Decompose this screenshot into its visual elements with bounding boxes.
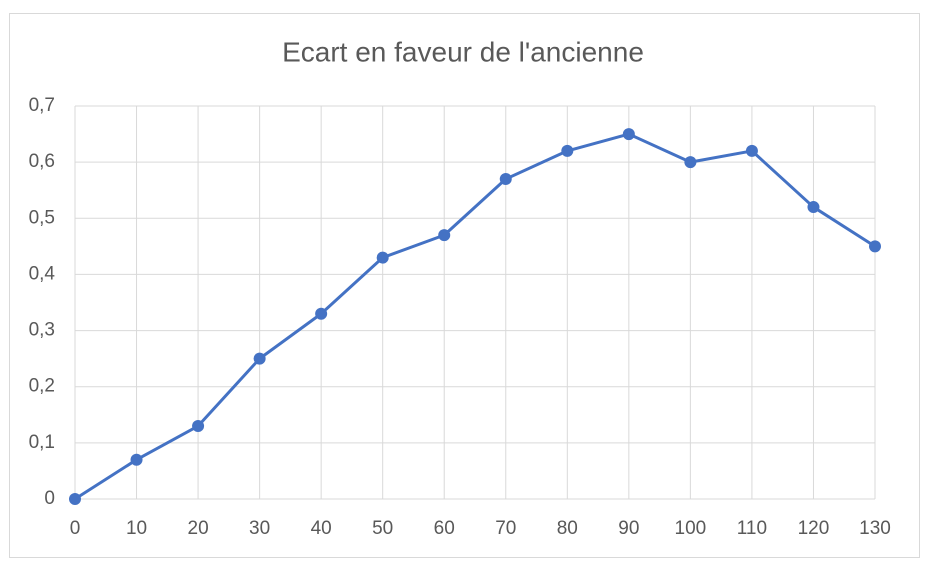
data-point (622, 128, 635, 141)
x-tick-label: 70 (495, 518, 516, 539)
x-tick-label: 10 (126, 518, 147, 539)
y-tick-label: 0,7 (29, 95, 55, 116)
y-tick-label: 0,3 (29, 320, 55, 341)
x-tick-label: 60 (434, 518, 455, 539)
data-point (192, 420, 205, 433)
data-point (745, 144, 758, 157)
y-tick-label: 0,1 (29, 432, 55, 453)
x-tick-label: 100 (675, 518, 707, 539)
data-point (376, 251, 389, 264)
data-point (253, 352, 266, 365)
x-tick-label: 130 (859, 518, 891, 539)
x-tick-label: 0 (70, 518, 81, 539)
data-point (130, 453, 143, 466)
data-point (315, 307, 328, 320)
data-point (499, 172, 512, 185)
x-tick-label: 80 (557, 518, 578, 539)
chart-border (9, 13, 920, 558)
x-tick-label: 90 (618, 518, 639, 539)
data-point (684, 156, 697, 169)
y-tick-label: 0,2 (29, 376, 55, 397)
x-tick-label: 120 (798, 518, 830, 539)
x-tick-label: 30 (249, 518, 270, 539)
data-point (561, 144, 574, 157)
data-point (438, 229, 451, 242)
y-tick-label: 0,5 (29, 207, 55, 228)
y-tick-label: 0,6 (29, 151, 55, 172)
data-point (69, 493, 81, 505)
y-tick-label: 0 (44, 488, 55, 509)
data-point (807, 201, 820, 214)
x-tick-label: 20 (188, 518, 209, 539)
x-tick-label: 40 (311, 518, 332, 539)
data-point (869, 240, 881, 253)
series-line (74, 132, 876, 501)
x-tick-label: 50 (372, 518, 393, 539)
x-tick-label: 110 (737, 518, 767, 539)
chart-title: Ecart en faveur de l'ancienne (282, 36, 644, 67)
y-tick-label: 0,4 (29, 263, 56, 284)
